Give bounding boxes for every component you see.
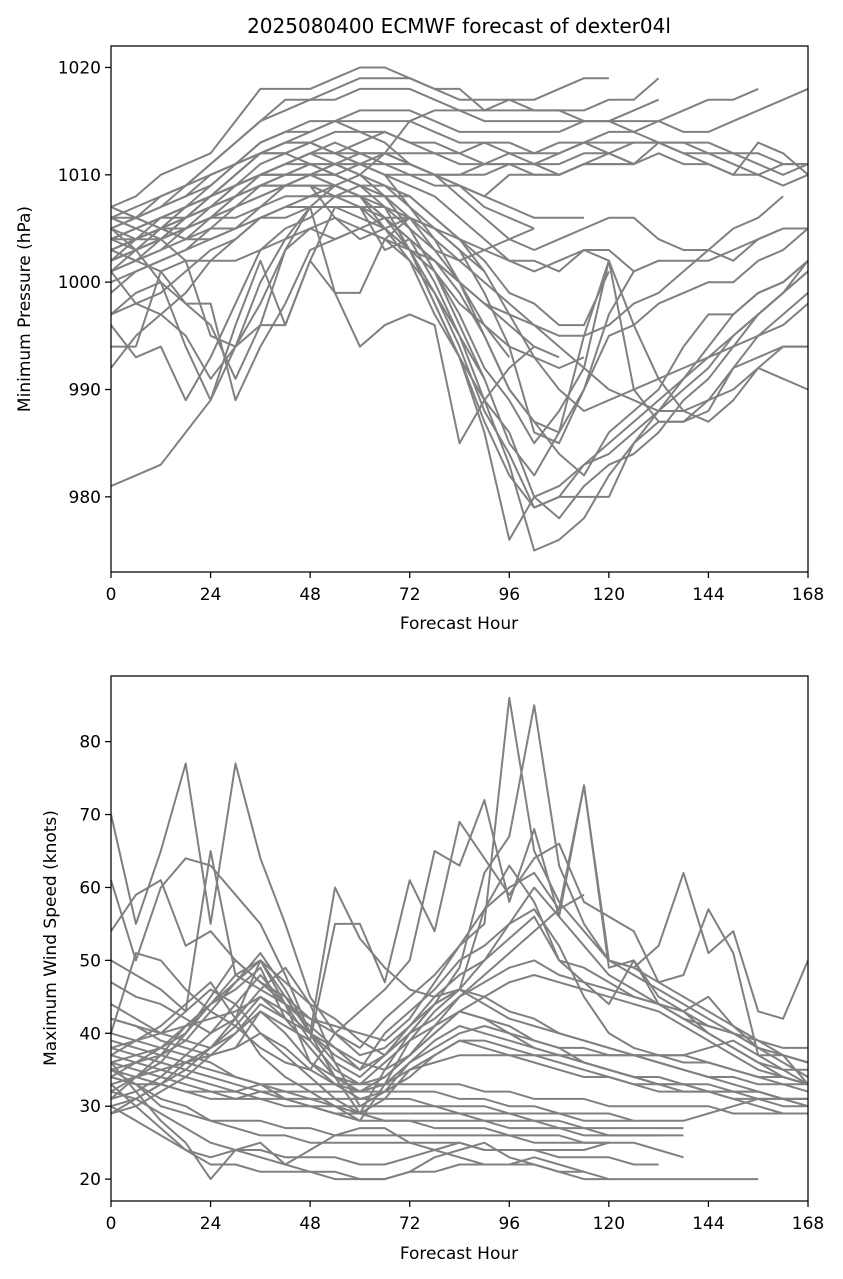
wind-series-line (110, 857, 809, 1071)
chart-title: 2025080400 ECMWF forecast of dexter04l (247, 14, 671, 38)
wind-series-line (110, 1068, 808, 1122)
wind-series-line (110, 1076, 808, 1115)
pressure-x-tick-label: 96 (498, 585, 520, 605)
wind-y-tick-label: 80 (79, 733, 101, 753)
pressure-y-tick-label: 1000 (58, 273, 101, 293)
pressure-y-tick-label: 1020 (58, 58, 101, 78)
wind-x-tick-label: 168 (792, 1214, 824, 1234)
pressure-x-tick-label: 120 (593, 585, 625, 605)
pressure-y-tick-label: 980 (69, 488, 101, 508)
wind-y-tick-label: 70 (79, 806, 101, 826)
wind-series-line (110, 1083, 610, 1181)
wind-lines (110, 696, 809, 1181)
wind-series-line (110, 696, 809, 1064)
wind-series-line (110, 1032, 809, 1093)
pressure-axes-frame (110, 45, 809, 573)
wind-series-line (110, 1076, 684, 1159)
pressure-series-line (110, 184, 809, 412)
wind-y-tick-label: 50 (79, 951, 101, 971)
wind-series-line (110, 784, 809, 1078)
pressure-x-tick-label: 72 (399, 585, 421, 605)
wind-series-line (110, 981, 808, 1122)
pressure-series-line (110, 206, 585, 369)
wind-x-tick-label: 0 (106, 1214, 117, 1234)
wind-series-line (110, 704, 809, 1064)
wind-series-line (110, 1054, 684, 1130)
wind-x-tick-label: 144 (692, 1214, 724, 1234)
pressure-x-tick-label: 168 (792, 585, 824, 605)
wind-axes-frame (110, 675, 809, 1202)
pressure-series-line (110, 227, 486, 402)
pressure-series-line (110, 66, 660, 208)
wind-series-line (110, 893, 585, 1071)
wind-x-tick-label: 72 (399, 1214, 421, 1234)
wind-series-line (110, 1105, 759, 1181)
pressure-series-line (110, 152, 635, 251)
wind-x-tick-label: 96 (498, 1214, 520, 1234)
wind-series-line (110, 1061, 585, 1181)
pressure-series-line (110, 206, 809, 477)
wind-series-line (110, 988, 809, 1115)
wind-y-tick-label: 30 (79, 1097, 101, 1117)
wind-series-line (110, 1068, 609, 1144)
wind-y-axis-label: Maximum Wind Speed (knots) (41, 810, 61, 1066)
pressure-series-line (110, 87, 809, 230)
wind-x-axis-label: Forecast Hour (400, 1244, 518, 1264)
wind-y-tick-label: 40 (79, 1024, 101, 1044)
wind-ticks: 0 24 48 72 96 120 144 168 20 30 40 50 60 70 80 (79, 733, 824, 1234)
pressure-y-tick-label: 1010 (58, 166, 101, 186)
wind-y-tick-label: 20 (79, 1170, 101, 1190)
pressure-x-tick-label: 24 (200, 585, 222, 605)
wind-series-line (110, 966, 808, 1115)
pressure-series-line (110, 206, 535, 445)
pressure-x-tick-label: 0 (106, 585, 117, 605)
pressure-ticks: 0 24 48 72 96 120 144 168 980 990 1000 1010 1020 (58, 58, 824, 605)
pressure-series-line (110, 173, 809, 509)
pressure-series-line (111, 216, 535, 348)
wind-series-line (110, 879, 808, 1057)
pressure-series-line (110, 184, 486, 273)
wind-x-tick-label: 24 (200, 1214, 222, 1234)
pressure-series-line (111, 120, 808, 262)
pressure-series-line (110, 184, 809, 520)
pressure-x-tick-label: 48 (299, 585, 321, 605)
pressure-lines (110, 66, 809, 552)
wind-series-line (110, 952, 808, 1115)
wind-series-line (110, 1046, 684, 1137)
wind-y-tick-label: 60 (79, 878, 101, 898)
wind-x-tick-label: 120 (593, 1214, 625, 1234)
wind-series-line (110, 1090, 659, 1166)
pressure-y-axis-label: Minimum Pressure (hPa) (15, 206, 35, 412)
pressure-x-tick-label: 144 (692, 585, 724, 605)
pressure-series-line (110, 216, 410, 262)
pressure-x-axis-label: Forecast Hour (400, 614, 518, 634)
pressure-y-tick-label: 990 (69, 381, 101, 401)
wind-x-tick-label: 48 (299, 1214, 321, 1234)
wind-series-line (110, 959, 808, 1078)
pressure-series-line (110, 163, 808, 445)
